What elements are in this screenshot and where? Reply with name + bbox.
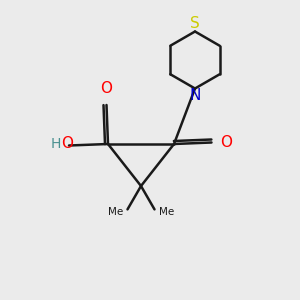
Text: O: O [100, 81, 112, 96]
Text: Me: Me [159, 207, 174, 218]
Text: H: H [50, 137, 61, 151]
Text: Me: Me [108, 207, 123, 218]
Text: O: O [61, 136, 74, 152]
Text: N: N [189, 88, 201, 104]
Text: S: S [190, 16, 200, 32]
Text: O: O [220, 135, 232, 150]
